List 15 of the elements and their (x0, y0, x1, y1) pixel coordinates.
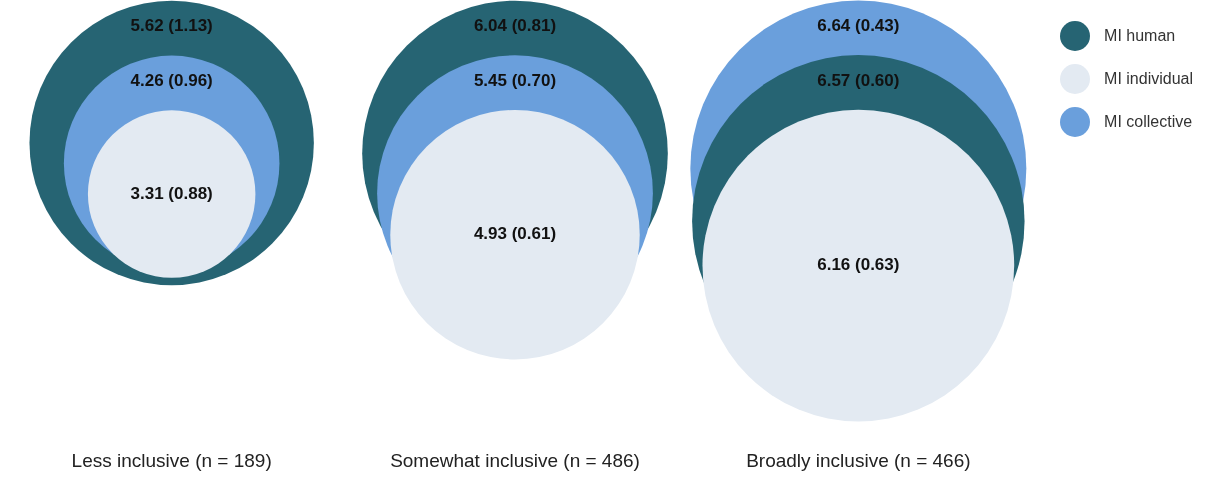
legend-label: MI collective (1104, 112, 1193, 131)
data-label: 4.26 (0.96) (130, 71, 213, 91)
category-label: Somewhat inclusive (n = 486) (390, 449, 640, 471)
category-label: Broadly inclusive (n = 466) (746, 449, 971, 471)
data-label: 4.93 (0.61) (473, 224, 557, 244)
data-label: 6.04 (0.81) (473, 16, 557, 36)
data-label: 6.57 (0.60) (817, 70, 900, 90)
data-label: 6.16 (0.63) (817, 255, 900, 275)
data-label: 3.31 (0.88) (130, 183, 213, 203)
data-label: 5.45 (0.70) (473, 71, 557, 90)
data-label: 5.62 (1.13) (130, 16, 213, 36)
data-label: 6.64 (0.43) (817, 16, 900, 36)
legend-label: MI individual (1104, 69, 1193, 88)
category-label: Less inclusive (n = 189) (71, 449, 272, 471)
legend-label: MI human (1104, 26, 1176, 45)
